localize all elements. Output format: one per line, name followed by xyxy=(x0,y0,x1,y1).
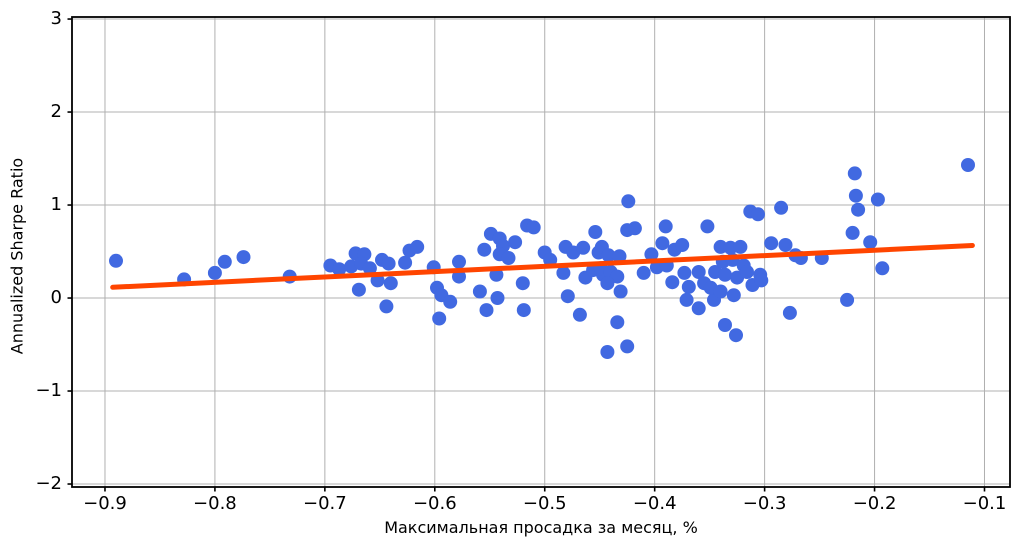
scatter-point xyxy=(351,282,366,297)
y-tick-label: −2 xyxy=(35,473,62,495)
y-tick-label: −1 xyxy=(35,380,62,402)
scatter-point xyxy=(848,188,863,203)
scatter-point xyxy=(655,236,670,251)
scatter-point xyxy=(700,219,715,234)
scatter-point xyxy=(845,225,860,240)
scatter-point xyxy=(613,284,628,299)
scatter-point xyxy=(665,275,680,290)
scatter-point xyxy=(751,207,765,222)
scatter-point xyxy=(379,299,394,314)
scatter-point xyxy=(610,269,625,284)
scatter-point xyxy=(677,265,692,280)
scatter-point xyxy=(236,250,251,265)
scatter-point xyxy=(572,307,587,322)
scatter-point xyxy=(381,256,396,271)
scatter-point xyxy=(398,255,413,270)
scatter-point xyxy=(718,267,732,282)
y-tick-label: 1 xyxy=(50,194,62,216)
scatter-point xyxy=(610,315,625,330)
scatter-point xyxy=(675,238,690,252)
regression-trend-line xyxy=(110,243,975,290)
scatter-point xyxy=(870,192,885,207)
y-tick-label: 2 xyxy=(50,101,62,123)
scatter-point xyxy=(560,289,575,304)
x-tick-label: −0.2 xyxy=(852,493,897,514)
scatter-point xyxy=(733,239,748,254)
scatter-point xyxy=(713,284,728,299)
x-tick-label: −0.4 xyxy=(632,493,677,514)
scatter-point xyxy=(620,339,635,354)
scatter-point xyxy=(472,284,487,299)
scatter-point xyxy=(729,328,743,343)
scatter-point xyxy=(658,219,673,234)
scatter-point xyxy=(217,254,232,269)
scatter-point xyxy=(718,318,732,332)
scatter-point xyxy=(875,261,890,276)
scatter-point xyxy=(847,166,862,181)
scatter-point xyxy=(754,273,769,288)
x-axis-label: Максимальная просадка за месяц, % xyxy=(384,518,698,537)
scatter-point xyxy=(740,265,754,279)
scatter-point xyxy=(961,158,975,172)
scatter-point xyxy=(432,311,447,326)
scatter-point xyxy=(764,236,779,251)
scatter-point xyxy=(508,235,523,250)
scatter-point xyxy=(516,303,531,318)
scatter-point xyxy=(576,240,591,255)
scatter-point xyxy=(851,202,866,217)
scatter-point xyxy=(726,288,741,303)
scatter-point xyxy=(774,200,789,215)
x-tick-label: −0.9 xyxy=(83,493,127,514)
scatter-point xyxy=(778,238,793,252)
scatter-point xyxy=(679,292,694,307)
scatter-point xyxy=(681,279,696,294)
scatter-point xyxy=(410,239,425,254)
scatter-point xyxy=(207,265,222,280)
plot-border xyxy=(71,16,1011,488)
strategies-scatter xyxy=(109,158,975,359)
scatter-point xyxy=(479,303,494,318)
x-tick-label: −0.5 xyxy=(522,493,567,514)
scatter-point xyxy=(691,265,706,279)
scatter-point xyxy=(601,248,616,263)
scatter-point xyxy=(782,305,797,320)
scatter-point xyxy=(627,221,642,236)
tick-marks xyxy=(67,18,986,492)
x-tick-label: −0.3 xyxy=(742,493,787,514)
scatter-point xyxy=(600,345,615,359)
x-tick-label: −0.8 xyxy=(193,493,237,514)
scatter-point xyxy=(332,262,347,277)
scatter-point xyxy=(621,194,636,209)
scatter-point xyxy=(691,301,706,316)
scatter-point xyxy=(443,294,458,309)
y-tick-label: 3 xyxy=(50,8,62,30)
scatter-point xyxy=(526,220,541,235)
scatter-point xyxy=(362,261,377,276)
scatter-point xyxy=(840,292,855,307)
scatter-point xyxy=(109,253,123,268)
scatter-point xyxy=(490,291,505,305)
x-tick-label: −0.1 xyxy=(962,493,1007,514)
scatter-point xyxy=(501,251,516,265)
scatter-point xyxy=(612,249,627,264)
scatter-point xyxy=(383,276,398,291)
scatter-point xyxy=(863,235,878,250)
x-tick-label: −0.7 xyxy=(303,493,347,514)
scatter-point xyxy=(600,276,615,291)
scatter-point xyxy=(588,225,603,239)
scatter-point xyxy=(636,265,651,280)
scatter-point xyxy=(515,276,530,291)
scatter-point xyxy=(477,242,492,257)
scatter-point xyxy=(556,265,571,280)
scatter-point xyxy=(452,254,466,269)
y-tick-label: 0 xyxy=(50,287,62,309)
scatter-point xyxy=(644,247,659,262)
y-axis-label: Annualized Sharpe Ratio xyxy=(7,157,27,355)
x-tick-label: −0.6 xyxy=(412,493,457,514)
